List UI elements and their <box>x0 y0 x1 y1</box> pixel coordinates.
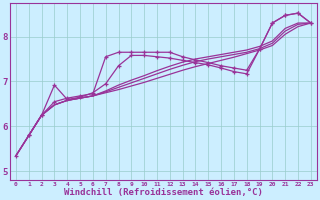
X-axis label: Windchill (Refroidissement éolien,°C): Windchill (Refroidissement éolien,°C) <box>64 188 263 197</box>
